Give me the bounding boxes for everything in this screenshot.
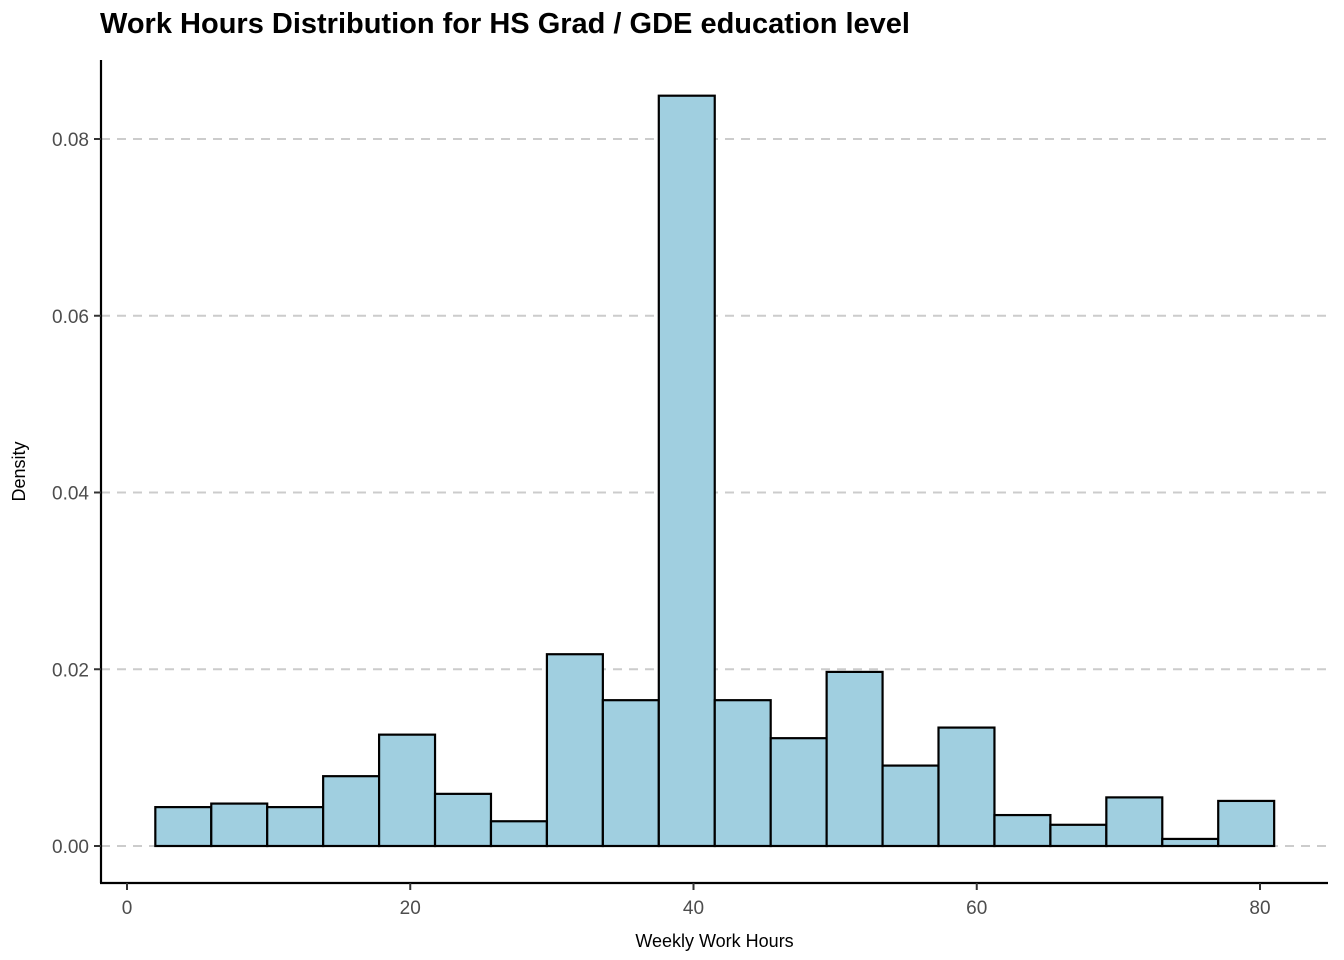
histogram-bar-0 <box>154 806 213 848</box>
histogram-bar-12 <box>825 670 884 848</box>
x-tick-label-0: 0 <box>122 898 133 919</box>
histogram-bar-4 <box>377 733 437 848</box>
histogram-bar-14 <box>937 726 996 848</box>
histogram-bar-6 <box>489 820 549 848</box>
histogram-bars <box>154 94 1276 848</box>
histogram-bar-2 <box>266 806 325 848</box>
histogram-bar-17 <box>1105 796 1164 848</box>
histogram-bar-10 <box>713 699 772 848</box>
x-tick-label-3: 60 <box>966 898 987 919</box>
y-tick-label-0: 0.00 <box>52 837 89 858</box>
chart-title: Work Hours Distribution for HS Grad / GD… <box>100 8 910 40</box>
x-tick-label-4: 80 <box>1249 898 1270 919</box>
axes: 0.00 0.02 0.04 0.06 0.08 0 20 40 60 80 <box>52 60 1328 919</box>
y-tick-label-4: 0.08 <box>52 130 89 151</box>
histogram-bar-7 <box>545 653 604 848</box>
histogram-bar-18 <box>1161 837 1220 848</box>
histogram-bar-1 <box>210 802 269 848</box>
x-tick-label-2: 40 <box>683 898 704 919</box>
y-tick-label-3: 0.06 <box>52 307 89 328</box>
x-axis-title: Weekly Work Hours <box>635 931 793 951</box>
y-tick-label-2: 0.04 <box>52 484 89 505</box>
histogram-bar-3 <box>322 775 381 848</box>
histogram-bar-19 <box>1217 799 1276 848</box>
x-tick-label-1: 20 <box>400 898 421 919</box>
histogram-bar-13 <box>881 764 940 848</box>
histogram-bar-8 <box>601 699 660 848</box>
y-tick-label-1: 0.02 <box>52 660 89 681</box>
histogram-bar-15 <box>993 813 1052 848</box>
histogram-bar-11 <box>769 737 828 848</box>
histogram-bar-9 <box>657 94 716 848</box>
y-axis-title: Density <box>9 441 29 501</box>
histogram-bar-5 <box>433 792 493 848</box>
histogram-bar-16 <box>1049 823 1108 848</box>
